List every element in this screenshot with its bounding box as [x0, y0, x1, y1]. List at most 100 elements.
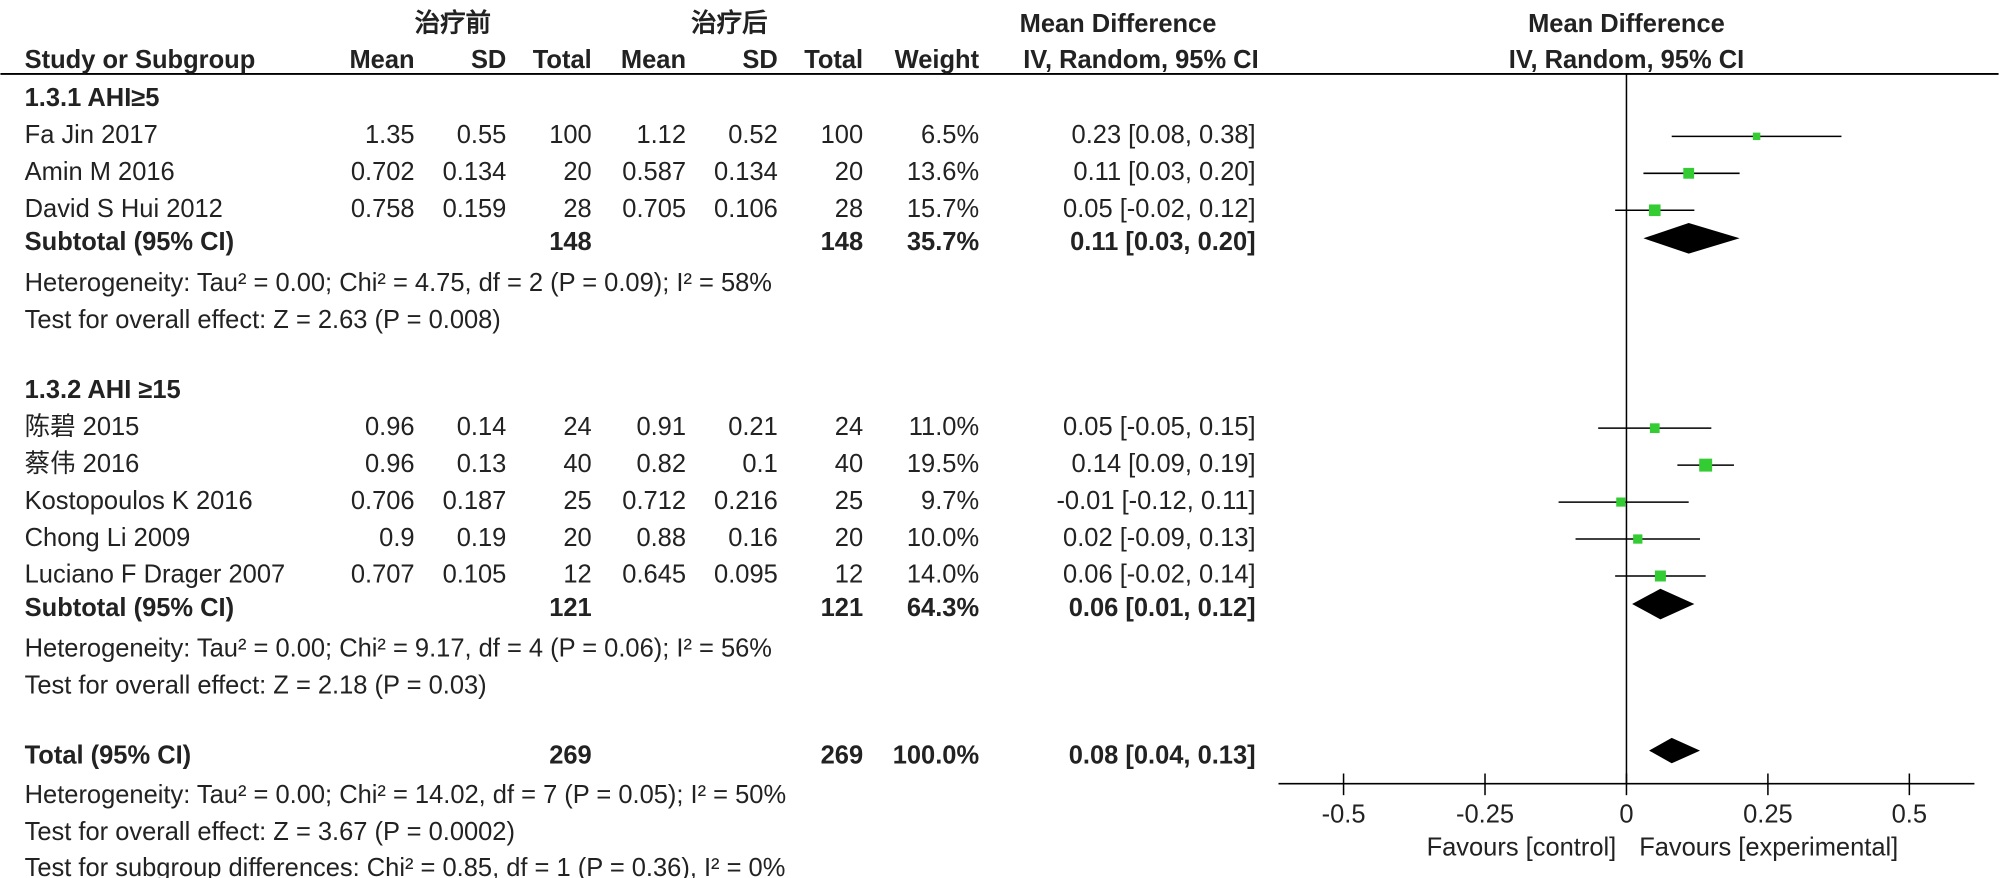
- cell: 0.187: [443, 487, 507, 515]
- cell: 0.706: [351, 487, 415, 515]
- pooled-diamond: [1649, 737, 1701, 764]
- column-header: Weight: [895, 46, 980, 74]
- cell: 0.06 [-0.02, 0.14]: [1063, 561, 1256, 589]
- study-marker: [1752, 132, 1761, 141]
- cell: 1.35: [365, 121, 415, 149]
- cell: 0.08 [0.04, 0.13]: [1069, 742, 1256, 770]
- subgroup-differences: Test for subgroup differences: Chi² = 0.…: [25, 854, 786, 878]
- overall-effect: Test for overall effect: Z = 2.63 (P = 0…: [25, 306, 501, 334]
- study-marker: [1654, 570, 1666, 582]
- study-marker: [1649, 423, 1660, 434]
- cell: 0.14: [457, 413, 507, 441]
- overall-effect: Test for overall effect: Z = 3.67 (P = 0…: [25, 818, 515, 846]
- cell: 0.23 [0.08, 0.38]: [1072, 121, 1256, 149]
- cell: 0.645: [622, 561, 686, 589]
- study-name: Kostopoulos K 2016: [25, 487, 253, 515]
- overall-effect: Test for overall effect: Z = 2.18 (P = 0…: [25, 672, 487, 700]
- cell: 0.02 [-0.09, 0.13]: [1063, 524, 1256, 552]
- cell: 148: [549, 228, 592, 256]
- cell: 0.707: [351, 561, 415, 589]
- pooled-diamond: [1632, 588, 1695, 620]
- cell: 12: [563, 561, 591, 589]
- cell: 25: [563, 487, 591, 515]
- cell: 0.21: [728, 413, 778, 441]
- cell: 0.105: [443, 561, 507, 589]
- cell: 25: [835, 487, 863, 515]
- study-name: Chong Li 2009: [25, 524, 191, 552]
- cell: 0.05 [-0.02, 0.12]: [1063, 195, 1256, 223]
- study-marker: [1699, 458, 1713, 472]
- cell: 269: [549, 742, 592, 770]
- cell: -0.01 [-0.12, 0.11]: [1056, 487, 1255, 515]
- column-header: Mean: [621, 46, 686, 74]
- cell: 40: [835, 450, 863, 478]
- study-name: 蔡伟 2016: [25, 450, 140, 478]
- column-header: Mean Difference: [1020, 10, 1217, 38]
- cell: 0.712: [622, 487, 686, 515]
- plot-header: Mean Difference: [1528, 10, 1725, 38]
- cell: 19.5%: [907, 450, 979, 478]
- study-marker: [1683, 167, 1695, 179]
- cell: 11.0%: [909, 413, 979, 441]
- pooled-diamond: [1643, 223, 1740, 254]
- column-header: SD: [742, 46, 777, 74]
- subgroup-title: 1.3.2 AHI ≥15: [25, 376, 181, 404]
- x-tick-label: 0.25: [1743, 800, 1793, 828]
- x-tick-label: -0.25: [1456, 800, 1514, 828]
- cell: 100: [821, 121, 864, 149]
- study-marker: [1616, 497, 1626, 507]
- cell: 0.11 [0.03, 0.20]: [1070, 228, 1256, 256]
- cell: 0.159: [443, 195, 507, 223]
- cell: 0.9: [379, 524, 414, 552]
- subtotal-label: Subtotal (95% CI): [25, 594, 234, 622]
- cell: 20: [563, 158, 591, 186]
- cell: 35.7%: [907, 228, 979, 256]
- group-header: 治疗后: [691, 8, 767, 37]
- cell: 100.0%: [893, 742, 979, 770]
- cell: 64.3%: [907, 594, 979, 622]
- cell: 40: [563, 450, 591, 478]
- cell: 9.7%: [921, 487, 979, 515]
- plot-header: IV, Random, 95% CI: [1509, 46, 1744, 74]
- group-header: 治疗前: [415, 8, 491, 37]
- cell: 269: [821, 742, 864, 770]
- cell: 20: [835, 158, 863, 186]
- cell: 15.7%: [907, 195, 979, 223]
- cell: 121: [549, 594, 592, 622]
- cell: 0.16: [728, 524, 778, 552]
- study-name: Luciano F Drager 2007: [25, 561, 286, 589]
- total-label: Total (95% CI): [25, 742, 192, 770]
- cell: 0.13: [457, 450, 507, 478]
- cell: 24: [835, 413, 863, 441]
- cell: 13.6%: [907, 158, 979, 186]
- favours-label: Favours [control]: [1427, 833, 1617, 861]
- cell: 12: [835, 561, 863, 589]
- cell: 14.0%: [907, 561, 979, 589]
- cell: 0.52: [728, 121, 778, 149]
- cell: 0.134: [714, 158, 778, 186]
- cell: 0.96: [365, 450, 415, 478]
- cell: 0.06 [0.01, 0.12]: [1069, 594, 1256, 622]
- column-header: Total: [533, 46, 592, 74]
- cell: 0.11 [0.03, 0.20]: [1073, 158, 1255, 186]
- cell: 0.216: [714, 487, 778, 515]
- study-name: David S Hui 2012: [25, 195, 223, 223]
- favours-label: Favours [experimental]: [1639, 833, 1898, 861]
- x-tick-label: -0.5: [1322, 800, 1366, 828]
- cell: 0.134: [443, 158, 507, 186]
- cell: 0.587: [622, 158, 686, 186]
- study-marker: [1648, 204, 1661, 217]
- column-header: IV, Random, 95% CI: [1023, 46, 1258, 74]
- column-header: Total: [804, 46, 863, 74]
- x-tick-label: 0.5: [1892, 800, 1927, 828]
- cell: 0.758: [351, 195, 415, 223]
- subgroup-title: 1.3.1 AHI≥5: [25, 84, 160, 112]
- study-marker: [1633, 534, 1643, 544]
- column-header: SD: [471, 46, 506, 74]
- cell: 1.12: [636, 121, 686, 149]
- cell: 6.5%: [921, 121, 979, 149]
- column-header: Study or Subgroup: [25, 46, 256, 74]
- heterogeneity: Heterogeneity: Tau² = 0.00; Chi² = 14.02…: [25, 781, 786, 809]
- subtotal-label: Subtotal (95% CI): [25, 228, 234, 256]
